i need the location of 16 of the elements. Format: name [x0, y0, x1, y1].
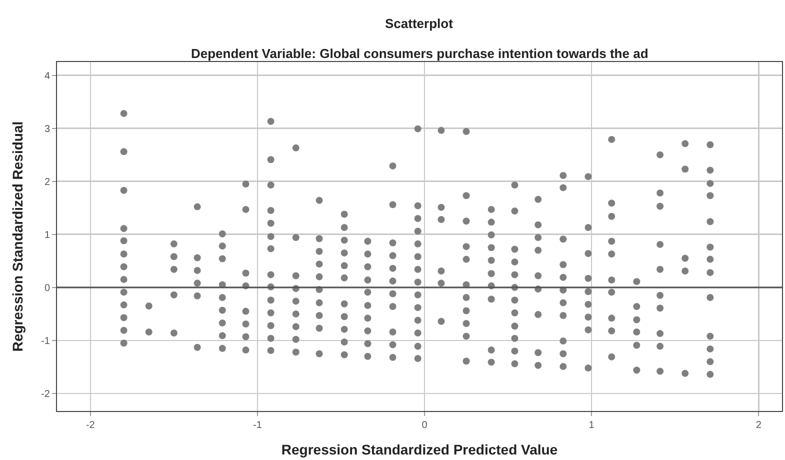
- y-tick-label: 3: [44, 124, 50, 135]
- y-tick-label: 4: [44, 70, 50, 82]
- y-tick-label: -1: [41, 336, 50, 347]
- y-tick-label: -2: [41, 389, 50, 400]
- chart-title: Scatterplot: [385, 16, 454, 31]
- y-tick-label: 1: [44, 230, 50, 241]
- y-axis-title: Regression Standardized Residual: [10, 121, 26, 352]
- y-tick-label: 0: [44, 282, 50, 294]
- x-tick-label: 0: [422, 420, 428, 431]
- x-tick-label: -2: [86, 420, 96, 431]
- x-tick-label: -1: [253, 420, 262, 431]
- x-tick-label: 1: [588, 420, 595, 431]
- x-tick-label: 2: [756, 420, 762, 431]
- y-tick-label: 2: [44, 176, 50, 188]
- chart-subtitle: Dependent Variable: Global consumers purchase intention towards the ad: [191, 46, 648, 61]
- x-axis-title: Regression Standardized Predicted Value: [281, 441, 558, 458]
